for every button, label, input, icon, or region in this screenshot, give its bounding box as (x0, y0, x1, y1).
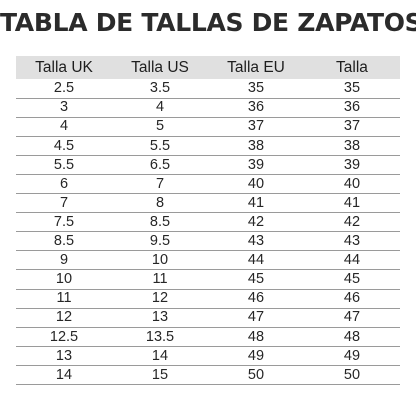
table-row: 3 4 36 36 (16, 98, 400, 118)
table-row: 10 11 45 45 (16, 269, 400, 290)
table-row: 5.5 6.5 39 39 (16, 155, 400, 175)
cell-us: 3.5 (112, 79, 208, 99)
table-row: 13 14 49 49 (16, 346, 400, 366)
cell-eu: 50 (208, 365, 304, 386)
table-row: 14 15 50 50 (16, 365, 400, 386)
cell-uk: 12 (16, 308, 112, 328)
cell-uk: 7 (16, 193, 112, 214)
cell-us: 10 (112, 250, 208, 271)
cell-uk: 9 (16, 250, 112, 271)
cell-us: 13.5 (112, 327, 208, 347)
cell-us: 14 (112, 346, 208, 366)
cell-talla: 35 (304, 79, 400, 99)
table-row: 4 5 37 37 (16, 117, 400, 137)
table-row: 8.5 9.5 43 43 (16, 231, 400, 252)
cell-eu: 49 (208, 346, 304, 366)
cell-eu: 38 (208, 136, 304, 156)
cell-us: 5 (112, 117, 208, 137)
cell-us: 7 (112, 174, 208, 195)
cell-talla: 39 (304, 155, 400, 175)
cell-talla: 40 (304, 174, 400, 195)
cell-eu: 37 (208, 117, 304, 137)
cell-eu: 47 (208, 308, 304, 328)
cell-uk: 14 (16, 365, 112, 386)
table-header: Talla UK Talla US Talla EU Talla (16, 56, 400, 79)
cell-eu: 48 (208, 327, 304, 347)
cell-uk: 10 (16, 269, 112, 290)
cell-us: 9.5 (112, 231, 208, 252)
header-row: Talla UK Talla US Talla EU Talla (16, 56, 400, 79)
cell-eu: 35 (208, 79, 304, 99)
cell-talla: 45 (304, 269, 400, 290)
cell-eu: 36 (208, 98, 304, 118)
cell-uk: 6 (16, 174, 112, 195)
size-chart-table: Talla UK Talla US Talla EU Talla 2.5 3.5 3… (16, 56, 400, 386)
cell-us: 15 (112, 365, 208, 386)
cell-talla: 47 (304, 308, 400, 328)
cell-eu: 41 (208, 193, 304, 214)
cell-uk: 4 (16, 117, 112, 137)
cell-us: 13 (112, 308, 208, 328)
cell-uk: 7.5 (16, 212, 112, 233)
cell-uk: 5.5 (16, 155, 112, 175)
table-row: 7 8 41 41 (16, 193, 400, 214)
cell-eu: 40 (208, 174, 304, 195)
cell-uk: 8.5 (16, 231, 112, 252)
cell-talla: 46 (304, 289, 400, 309)
cell-talla: 50 (304, 365, 400, 386)
table-row: 11 12 46 46 (16, 289, 400, 309)
cell-talla: 41 (304, 193, 400, 214)
page-title: TABLA DE TALLAS DE ZAPATOS (0, 8, 416, 37)
cell-talla: 38 (304, 136, 400, 156)
cell-talla: 44 (304, 250, 400, 271)
cell-talla: 49 (304, 346, 400, 366)
column-header-uk: Talla UK (35, 58, 93, 76)
cell-talla: 48 (304, 327, 400, 347)
table-row: 4.5 5.5 38 38 (16, 136, 400, 156)
cell-talla: 42 (304, 212, 400, 233)
cell-eu: 45 (208, 269, 304, 290)
cell-eu: 42 (208, 212, 304, 233)
cell-eu: 46 (208, 289, 304, 309)
cell-uk: 4.5 (16, 136, 112, 156)
table-body: 2.5 3.5 35 35 3 4 36 36 4 5 37 37 4.5 5.5 38 38 5.5 6.5 39… (16, 79, 400, 386)
cell-eu: 44 (208, 250, 304, 271)
cell-us: 4 (112, 98, 208, 118)
cell-uk: 13 (16, 346, 112, 366)
cell-uk: 12.5 (16, 327, 112, 347)
cell-us: 5.5 (112, 136, 208, 156)
table-row: 9 10 44 44 (16, 250, 400, 271)
cell-talla: 43 (304, 231, 400, 252)
cell-uk: 2.5 (16, 79, 112, 99)
cell-uk: 11 (16, 289, 112, 309)
cell-eu: 43 (208, 231, 304, 252)
table-row: 7.5 8.5 42 42 (16, 212, 400, 233)
cell-us: 11 (112, 269, 208, 290)
cell-talla: 36 (304, 98, 400, 118)
column-header-us: Talla US (131, 58, 189, 76)
cell-us: 6.5 (112, 155, 208, 175)
cell-us: 12 (112, 289, 208, 309)
cell-eu: 39 (208, 155, 304, 175)
column-header-talla: Talla (336, 58, 368, 76)
table-row: 6 7 40 40 (16, 174, 400, 195)
cell-uk: 3 (16, 98, 112, 118)
table-row: 12.5 13.5 48 48 (16, 327, 400, 347)
column-header-eu: Talla EU (227, 58, 285, 76)
cell-talla: 37 (304, 117, 400, 137)
cell-us: 8.5 (112, 212, 208, 233)
table-row: 12 13 47 47 (16, 308, 400, 328)
table-row: 2.5 3.5 35 35 (16, 79, 400, 99)
cell-us: 8 (112, 193, 208, 214)
